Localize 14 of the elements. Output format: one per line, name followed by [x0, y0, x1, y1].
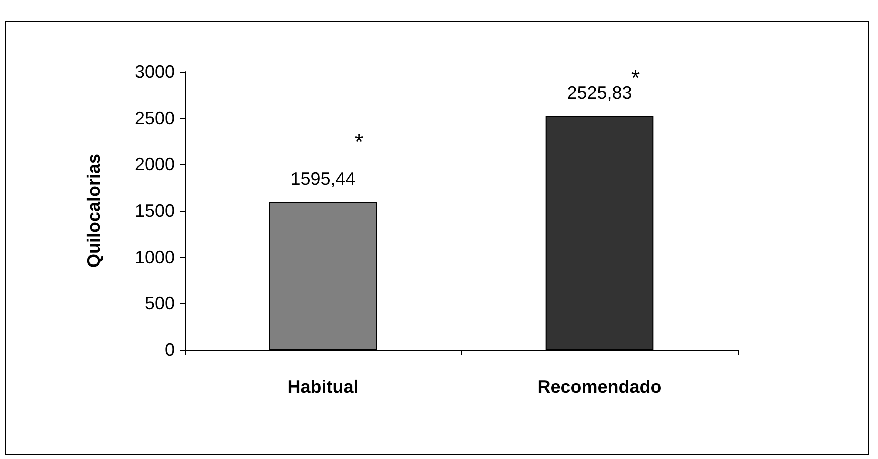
- y-tick-label: 1000: [134, 247, 175, 268]
- x-tick-label: Recomendado: [538, 377, 662, 397]
- annotation: *: [354, 130, 364, 155]
- data-label: 1595,44: [290, 169, 356, 190]
- y-axis-title: Quilocalorias: [84, 154, 104, 268]
- y-tick-label: 2500: [134, 108, 175, 128]
- y-tick-label: 0: [164, 340, 175, 360]
- y-tick-label: 1500: [134, 201, 175, 221]
- data-label: 2525,83: [567, 82, 632, 103]
- annotation: *: [631, 65, 640, 90]
- x-tick-label: Habitual: [288, 377, 359, 397]
- y-tick-label: 500: [144, 294, 175, 314]
- y-tick-label: 3000: [134, 62, 175, 82]
- y-tick-label: 2000: [134, 154, 175, 175]
